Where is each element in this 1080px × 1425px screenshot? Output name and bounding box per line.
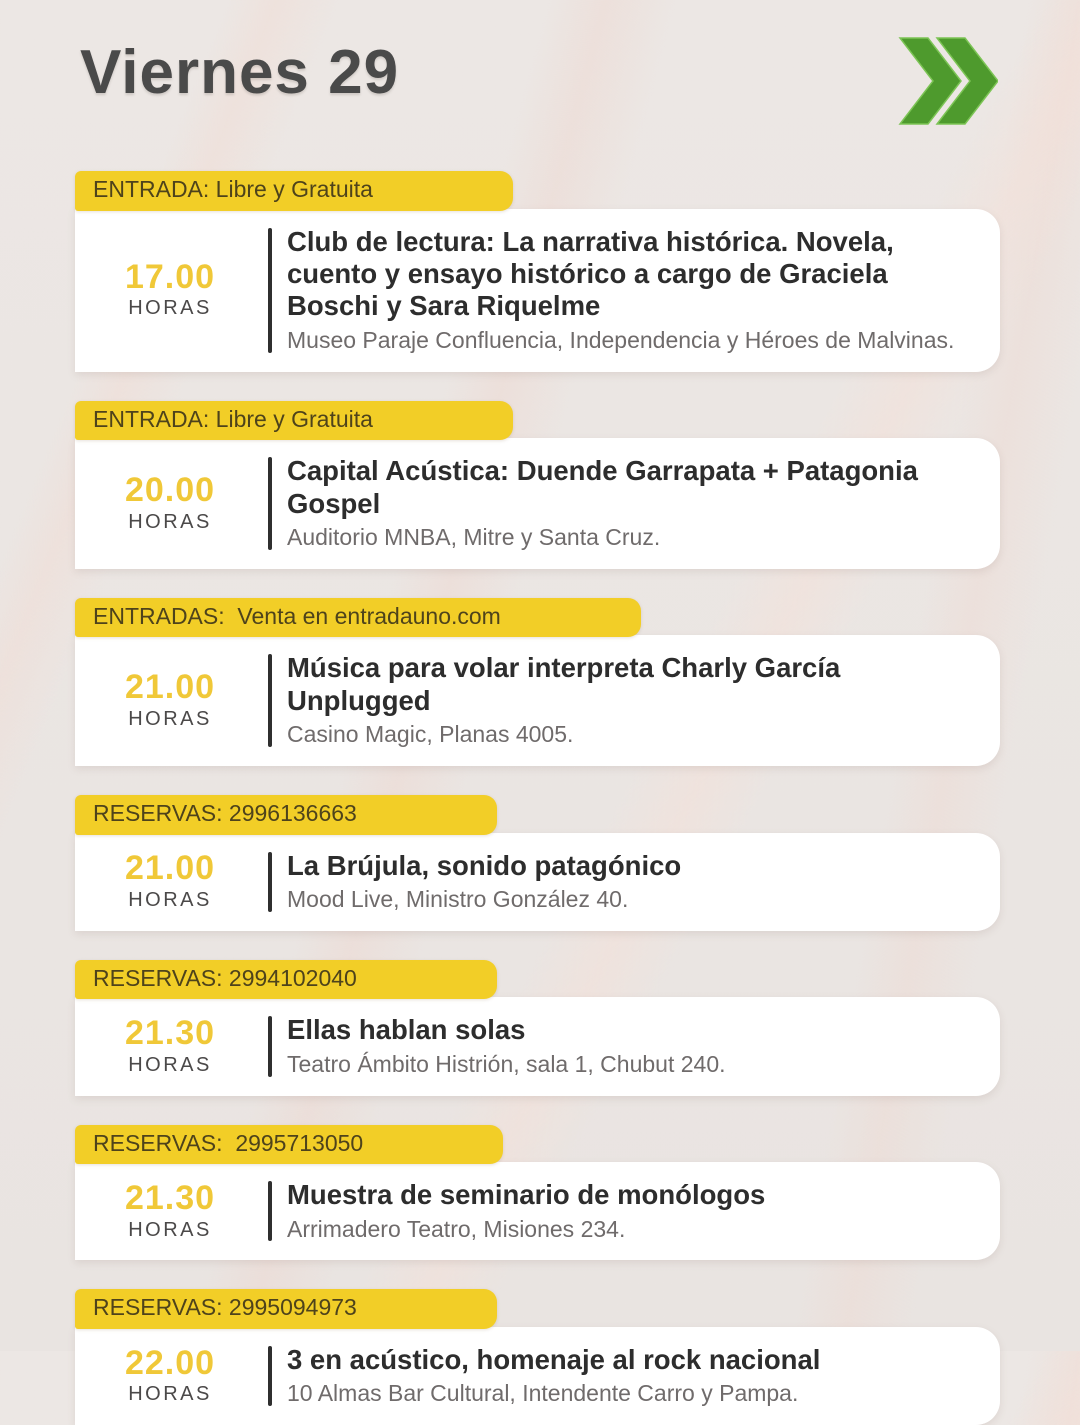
event-text: Música para volar interpreta Charly Garc… [287,650,972,751]
event-time-value: 21.00 [124,668,216,707]
event-time-block: 22.00 HORAS [99,1343,241,1407]
page-title: Viernes 29 [80,38,400,107]
event-venue: Arrimadero Teatro, Misiones 234. [287,1215,626,1242]
event-card: 21.00 HORAS Música para volar interpreta… [75,635,1000,767]
event-venue: Casino Magic, Planas 4005. [287,721,574,748]
event-time-unit: HORAS [128,1053,212,1076]
event-time-unit: HORAS [128,1383,212,1406]
event-title: La Brújula, sonido patagónico [287,849,682,881]
event-title: Capital Acústica: Duende Garrapata + Pat… [287,455,918,519]
event-time-unit: HORAS [128,1218,212,1241]
event-row: RESERVAS: 2994102040 21.30 HORAS Ellas h… [75,959,1000,1096]
ticket-info-badge: RESERVAS: 2996136663 [75,795,497,835]
vertical-divider [268,1016,272,1077]
ticket-info-label: ENTRADAS: Venta en entradauno.com [93,602,501,629]
event-row: ENTRADA: Libre y Gratuita 20.00 HORAS Ca… [75,400,1000,569]
event-time-unit: HORAS [128,297,212,320]
event-time-value: 22.00 [124,1343,216,1382]
event-venue: Mood Live, Ministro González 40. [287,886,629,913]
event-title: Ellas hablan solas [287,1014,526,1046]
event-row: ENTRADAS: Venta en entradauno.com 21.00 … [75,597,1000,767]
event-text: Capital Acústica: Duende Garrapata + Pat… [287,453,972,554]
event-list: ENTRADA: Libre y Gratuita 17.00 HORAS Cl… [75,171,1000,1425]
vertical-divider [268,1346,272,1407]
ticket-info-label: RESERVAS: 2994102040 [93,964,357,991]
event-title: Muestra de seminario de monólogos [287,1179,766,1211]
event-time-unit: HORAS [128,708,212,731]
ticket-info-badge: RESERVAS: 2994102040 [75,959,497,1000]
ticket-info-badge: ENTRADA: Libre y Gratuita [75,171,513,211]
ticket-info-badge: ENTRADAS: Venta en entradauno.com [75,597,641,638]
ticket-info-label: RESERVAS: 2995713050 [93,1129,364,1156]
vertical-divider [268,654,272,748]
vertical-divider [268,851,272,912]
event-time-unit: HORAS [128,889,212,912]
event-card: 22.00 HORAS 3 en acústico, homenaje al r… [75,1327,1000,1425]
double-chevron-right-icon [898,36,999,131]
ticket-info-label: ENTRADA: Libre y Gratuita [93,405,373,432]
event-time-block: 21.30 HORAS [99,1016,241,1077]
event-venue: Auditorio MNBA, Mitre y Santa Cruz. [287,524,661,551]
event-time-block: 21.00 HORAS [99,670,241,731]
event-card: 21.30 HORAS Ellas hablan solas Teatro Ám… [75,997,1000,1096]
event-venue: Teatro Ámbito Histrión, sala 1, Chubut 2… [287,1050,726,1077]
event-card: 17.00 HORAS Club de lectura: La narrativ… [75,208,1000,372]
event-time-block: 20.00 HORAS [99,473,241,534]
event-text: La Brújula, sonido patagónico Mood Live,… [287,848,972,916]
ticket-info-label: RESERVAS: 2995094973 [93,1294,357,1321]
poster-header: Viernes 29 [0,0,1080,131]
event-text: Ellas hablan solas Teatro Ámbito Histrió… [287,1012,972,1080]
event-time-value: 21.00 [124,849,216,888]
ticket-info-label: ENTRADA: Libre y Gratuita [93,176,373,202]
event-title: Club de lectura: La narrativa histórica.… [287,225,894,322]
event-time-block: 21.30 HORAS [99,1179,241,1242]
ticket-info-badge: ENTRADA: Libre y Gratuita [75,400,513,441]
ticket-info-badge: RESERVAS: 2995094973 [75,1289,497,1330]
ticket-info-badge: RESERVAS: 2995713050 [75,1124,504,1165]
vertical-divider [268,227,272,353]
event-text: Club de lectura: La narrativa histórica.… [287,224,972,357]
event-row: RESERVAS: 2995713050 21.30 HORAS Muestra… [75,1124,1000,1261]
event-card: 21.00 HORAS La Brújula, sonido patagónic… [75,832,1000,931]
event-row: RESERVAS: 2995094973 22.00 HORAS 3 en ac… [75,1289,1000,1425]
event-title: 3 en acústico, homenaje al rock nacional [287,1344,821,1376]
event-card: 21.30 HORAS Muestra de seminario de monó… [75,1162,1000,1261]
event-row: RESERVAS: 2996136663 21.00 HORAS La Brúj… [75,795,1000,931]
event-row: ENTRADA: Libre y Gratuita 17.00 HORAS Cl… [75,171,1000,372]
event-time-value: 20.00 [124,471,216,510]
event-venue: Museo Paraje Confluencia, Independencia … [287,326,955,353]
event-card: 20.00 HORAS Capital Acústica: Duende Gar… [75,438,1000,569]
vertical-divider [268,1181,272,1242]
ticket-info-label: RESERVAS: 2996136663 [93,800,357,827]
vertical-divider [268,457,272,550]
event-time-value: 17.00 [124,257,216,296]
event-text: Muestra de seminario de monólogos Arrima… [287,1177,972,1245]
event-title: Música para volar interpreta Charly Garc… [287,652,841,716]
event-time-block: 17.00 HORAS [99,257,241,321]
event-text: 3 en acústico, homenaje al rock nacional… [287,1342,972,1410]
event-venue: 10 Almas Bar Cultural, Intendente Carro … [287,1380,799,1407]
event-time-block: 21.00 HORAS [99,851,241,912]
event-time-value: 21.30 [124,1179,216,1217]
event-time-value: 21.30 [124,1014,216,1053]
event-time-unit: HORAS [128,510,212,533]
